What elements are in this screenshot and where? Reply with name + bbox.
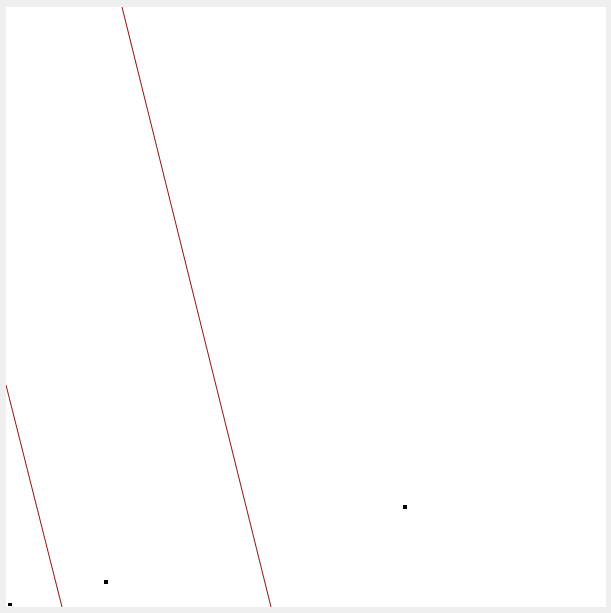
slanted-line-lower xyxy=(6,384,63,607)
scene-background xyxy=(6,7,606,607)
slanted-line-upper xyxy=(121,7,272,607)
point-marker-middle xyxy=(104,580,108,584)
scene-svg[interactable] xyxy=(6,7,606,607)
point-marker-corner xyxy=(8,603,12,606)
canvas-viewport[interactable] xyxy=(6,7,606,607)
point-marker-right xyxy=(403,505,407,509)
